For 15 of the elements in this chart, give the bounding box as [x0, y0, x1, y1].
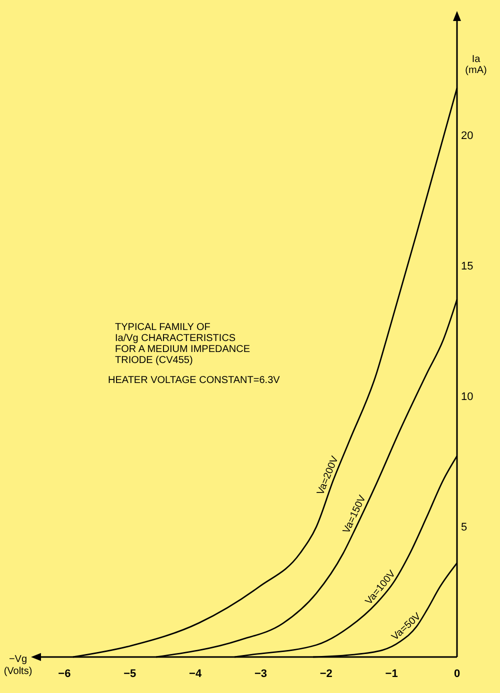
y-axis-title: Ia (mA)	[465, 54, 487, 76]
y-tick-label: 20	[461, 130, 474, 142]
x-tick-label: 0	[454, 668, 460, 680]
x-tick-label: −3	[254, 668, 267, 680]
text: TYPICAL FAMILY OF Ia/Vg CHARACTERISTICS FOR A MEDIUM IMPEDANCE TRIODE (CV455)	[115, 322, 250, 366]
y-tick-label: 15	[461, 260, 474, 273]
y-tick-label: 10	[461, 391, 474, 404]
x-tick-label: −1	[385, 668, 398, 680]
x-tick-label: −4	[189, 668, 202, 680]
annotation: HEATER VOLTAGE CONSTANT=6.3V	[108, 375, 280, 386]
x-tick-label: −6	[58, 668, 71, 680]
y-tick-label: 5	[461, 522, 468, 534]
x-axis-title: −Vg (Volts)	[4, 654, 32, 677]
x-tick-label: −2	[320, 668, 332, 680]
x-tick-label: −5	[124, 668, 136, 680]
